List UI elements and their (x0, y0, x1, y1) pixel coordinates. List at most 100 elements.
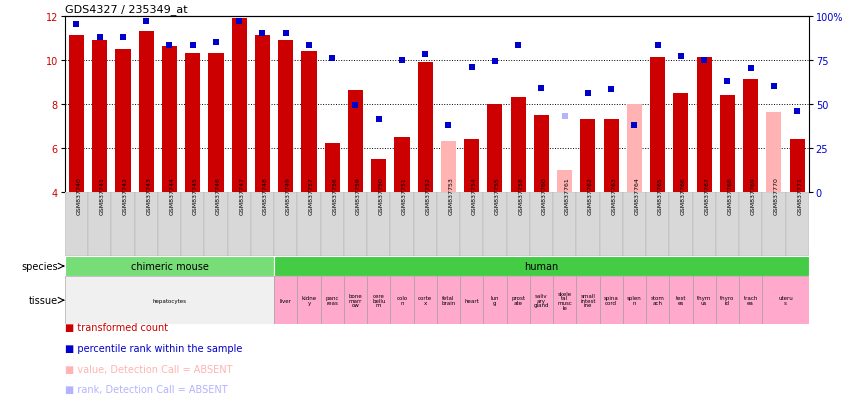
Text: lun
g: lun g (490, 296, 499, 305)
Text: ■ percentile rank within the sample: ■ percentile rank within the sample (65, 343, 242, 353)
Bar (65, 192, 88, 256)
Point (465, 64, 478, 71)
Bar (181, 192, 204, 256)
Bar (65, 277, 274, 324)
Bar (321, 192, 344, 256)
Point (697, 57, 711, 64)
Bar (93, 40, 107, 192)
Bar (274, 192, 298, 256)
Text: panc
reas: panc reas (325, 296, 339, 305)
Bar (627, 104, 642, 192)
Bar (507, 192, 530, 256)
Text: GSM837758: GSM837758 (518, 176, 523, 214)
Text: GSM837766: GSM837766 (681, 176, 686, 214)
Point (650, 43, 664, 50)
Text: GSM837749: GSM837749 (285, 176, 291, 214)
Point (255, 31, 269, 38)
Text: GSM837752: GSM837752 (426, 176, 430, 214)
Bar (670, 277, 693, 324)
Bar (274, 277, 298, 324)
Text: trach
ea: trach ea (744, 296, 758, 305)
Bar (255, 36, 270, 192)
Bar (529, 277, 553, 324)
Bar (557, 170, 573, 192)
Text: GSM837762: GSM837762 (588, 176, 593, 214)
Bar (390, 277, 413, 324)
Bar (739, 192, 762, 256)
Bar (623, 192, 646, 256)
Bar (185, 54, 201, 192)
Text: GSM837748: GSM837748 (262, 176, 267, 214)
Bar (599, 192, 623, 256)
Bar (279, 40, 293, 192)
Point (93, 34, 106, 41)
Point (209, 40, 223, 46)
Bar (762, 277, 809, 324)
Text: GSM837751: GSM837751 (402, 176, 407, 214)
Bar (112, 192, 135, 256)
Bar (510, 98, 526, 192)
Bar (135, 192, 158, 256)
Text: GSM837747: GSM837747 (240, 176, 244, 214)
Text: GSM837757: GSM837757 (309, 176, 314, 214)
Text: prost
ate: prost ate (511, 296, 525, 305)
Text: GSM837755: GSM837755 (495, 176, 500, 214)
Bar (580, 120, 595, 192)
Text: corte
x: corte x (418, 296, 432, 305)
Bar (251, 192, 274, 256)
Bar (529, 192, 553, 256)
Text: cere
bellu
m: cere bellu m (372, 293, 386, 308)
Text: GSM837745: GSM837745 (193, 176, 198, 214)
Point (791, 108, 804, 114)
Text: ■ rank, Detection Call = ABSENT: ■ rank, Detection Call = ABSENT (65, 385, 227, 394)
Bar (208, 54, 223, 192)
Text: uteru
s: uteru s (778, 296, 793, 305)
Point (233, 19, 247, 25)
Point (581, 90, 595, 97)
Bar (344, 192, 367, 256)
Point (605, 87, 618, 94)
Point (349, 103, 362, 109)
Bar (576, 277, 599, 324)
Text: chimeric mouse: chimeric mouse (131, 261, 208, 271)
Text: GSM837756: GSM837756 (332, 176, 337, 214)
Text: species: species (22, 261, 58, 271)
Text: GSM837740: GSM837740 (76, 176, 81, 214)
Point (674, 54, 688, 60)
Bar (88, 192, 112, 256)
Text: saliv
ary
gland: saliv ary gland (534, 293, 549, 308)
Bar (371, 159, 387, 192)
Bar (553, 192, 576, 256)
Text: GSM837769: GSM837769 (751, 176, 756, 214)
Text: GSM837742: GSM837742 (123, 176, 128, 214)
Bar (623, 277, 646, 324)
Point (419, 52, 432, 59)
Text: bone
marr
ow: bone marr ow (349, 293, 362, 308)
Text: hepatocytes: hepatocytes (152, 298, 187, 303)
Bar (460, 277, 484, 324)
Bar (413, 277, 437, 324)
Text: thym
us: thym us (697, 296, 711, 305)
Point (325, 55, 339, 62)
Text: GSM837741: GSM837741 (99, 176, 105, 214)
Bar (367, 277, 390, 324)
Text: small
intest
ine: small intest ine (580, 293, 596, 308)
Text: GSM837759: GSM837759 (356, 176, 361, 214)
Point (558, 113, 572, 120)
Bar (739, 277, 762, 324)
Bar (413, 192, 437, 256)
Bar (158, 192, 181, 256)
Point (488, 59, 502, 65)
Text: GSM837763: GSM837763 (612, 176, 616, 214)
Point (441, 122, 455, 128)
Text: GSM837770: GSM837770 (774, 176, 779, 214)
Bar (69, 36, 84, 192)
Bar (720, 95, 735, 192)
Bar (441, 142, 456, 192)
Point (511, 43, 525, 50)
Bar (650, 58, 665, 192)
Text: GSM837761: GSM837761 (565, 176, 570, 214)
Bar (576, 192, 599, 256)
Bar (390, 192, 413, 256)
Point (395, 57, 409, 64)
